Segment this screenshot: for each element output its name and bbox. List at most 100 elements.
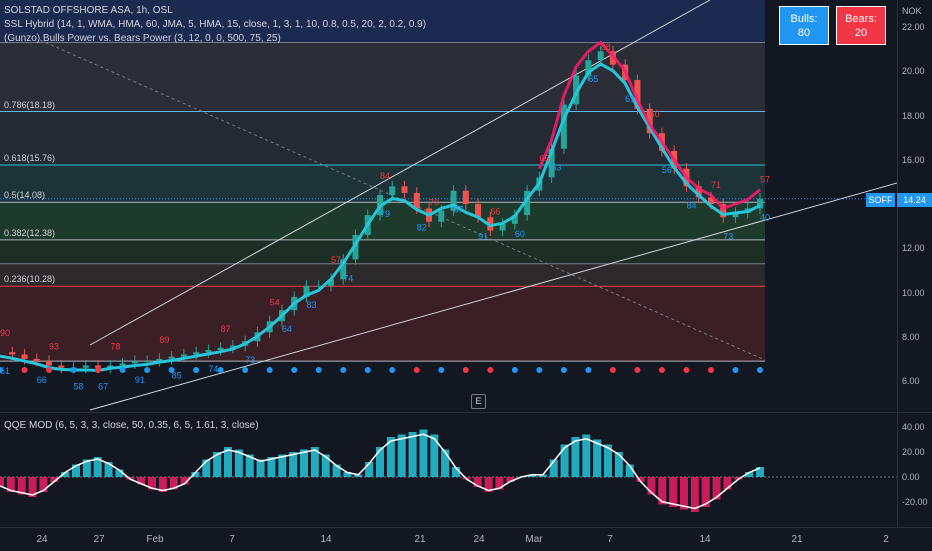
bears-power-label: 66 bbox=[490, 207, 500, 217]
chart-title[interactable]: SOLSTAD OFFSHORE ASA, 1h, OSL bbox=[4, 5, 173, 16]
bull-marker bbox=[438, 367, 445, 373]
bull-marker bbox=[217, 367, 224, 373]
qqe-canvas[interactable] bbox=[0, 413, 897, 527]
bulls-power-label: 61 bbox=[625, 94, 635, 104]
candle-body bbox=[573, 75, 580, 105]
bears-value: 20 bbox=[854, 27, 868, 39]
bull-marker bbox=[0, 367, 3, 373]
candle-body bbox=[524, 190, 531, 216]
price-chart-pane[interactable]: 51 66 58 67 91 85 74 73 64 83 74 79 82 87 91 60 63 65 61 56… bbox=[0, 0, 897, 412]
bulls-power-label: 58 bbox=[74, 382, 84, 392]
qqe-histogram-bar bbox=[452, 467, 460, 477]
time-tick: 24 bbox=[36, 534, 48, 545]
candle-body bbox=[46, 361, 53, 366]
bulls-power-label: 82 bbox=[417, 222, 427, 232]
qqe-histogram-bar bbox=[126, 477, 135, 480]
bears-power-label: 65 bbox=[539, 153, 549, 163]
candle-body bbox=[438, 210, 445, 222]
bulls-power-label: 87 bbox=[454, 205, 464, 215]
qqe-histogram-bar bbox=[636, 477, 645, 482]
qqe-histogram-bar bbox=[61, 472, 70, 477]
qqe-histogram-bar bbox=[0, 477, 4, 487]
oscillator-scale[interactable]: 40.00 20.00 0.00 -20.00 bbox=[897, 413, 932, 527]
bears-power-label: 89 bbox=[159, 335, 169, 345]
bulls-power-label: 73 bbox=[723, 231, 733, 241]
qqe-histogram-bar bbox=[549, 459, 558, 477]
qqe-histogram-bar bbox=[419, 429, 428, 477]
price-tick: 12.00 bbox=[902, 243, 925, 254]
candle-body bbox=[757, 198, 763, 209]
indicator-bulls-bears-power[interactable]: (Gunzo) Bulls Power vs. Bears Power (3, … bbox=[4, 33, 281, 44]
pane-separator[interactable] bbox=[0, 412, 932, 413]
time-tick: Feb bbox=[146, 534, 164, 545]
bull-marker bbox=[144, 367, 151, 373]
qqe-histogram-bar bbox=[506, 477, 515, 482]
channel-upper-trendline bbox=[89, 0, 711, 346]
oscillator-tick: -20.00 bbox=[902, 497, 928, 507]
qqe-histogram-bar bbox=[39, 477, 48, 492]
bear-marker bbox=[658, 367, 665, 373]
oscillator-pane[interactable]: QQE MOD (6, 5, 3, 3, close, 50, 0.35, 6,… bbox=[0, 413, 897, 527]
bull-marker bbox=[364, 367, 371, 373]
oscillator-tick: 0.00 bbox=[902, 472, 920, 482]
candle-body bbox=[511, 215, 518, 224]
bull-marker bbox=[315, 367, 322, 373]
bulls-power-label: 85 bbox=[172, 371, 182, 381]
qqe-histogram-bar bbox=[202, 459, 211, 477]
qqe-histogram-bar bbox=[376, 447, 384, 477]
qqe-histogram-bar bbox=[582, 434, 591, 477]
indicator-ssl-hybrid[interactable]: SSL Hybrid (14, 1, WMA, HMA, 60, JMA, 5,… bbox=[4, 19, 427, 30]
qqe-histogram-bar bbox=[397, 434, 406, 477]
bear-marker bbox=[609, 367, 616, 373]
price-tick: 8.00 bbox=[902, 331, 920, 342]
price-tick: 10.00 bbox=[902, 287, 925, 298]
qqe-histogram-bar bbox=[332, 464, 341, 477]
qqe-histogram-bar bbox=[224, 447, 232, 477]
time-axis[interactable]: 24 27 Feb 7 14 21 24 Mar 7 14 21 2 bbox=[0, 527, 932, 551]
qqe-histogram-bar bbox=[712, 477, 721, 500]
qqe-histogram-bar bbox=[614, 452, 623, 477]
last-price-label: 14.24 bbox=[897, 193, 932, 207]
candle-body bbox=[205, 350, 212, 353]
bulls-power-label: 56 bbox=[662, 165, 672, 175]
candle-body bbox=[9, 352, 16, 355]
bulls-label: Bulls: bbox=[790, 13, 818, 25]
candle-body bbox=[315, 285, 322, 287]
fib-level-label: 0.382(12.38) bbox=[4, 227, 56, 238]
qqe-histogram-bar bbox=[734, 477, 743, 480]
qqe-histogram-bar bbox=[658, 477, 667, 505]
bulls-power-label: 74 bbox=[208, 364, 218, 374]
qqe-histogram-bar bbox=[289, 452, 298, 477]
candle-body bbox=[560, 104, 567, 149]
candle-body bbox=[144, 361, 151, 363]
qqe-histogram-bar bbox=[680, 477, 688, 510]
qqe-line bbox=[0, 433, 761, 510]
qqe-histogram-bar bbox=[343, 472, 352, 477]
fib-level-label: 0.618(15.76) bbox=[4, 153, 56, 164]
candle-body bbox=[462, 190, 469, 204]
fib-band bbox=[0, 111, 765, 166]
qqe-histogram-bar bbox=[430, 434, 439, 477]
candle-body bbox=[95, 365, 102, 368]
bulls-power-label: 79 bbox=[380, 209, 390, 219]
bears-power-label: 84 bbox=[380, 171, 390, 181]
fib-level-label: 0.786(18.18) bbox=[4, 99, 56, 110]
qqe-histogram-bar bbox=[169, 477, 178, 490]
bull-marker bbox=[119, 367, 126, 373]
bull-marker bbox=[70, 367, 77, 373]
bulls-power-label: 60 bbox=[515, 229, 525, 239]
indicator-qqe-mod[interactable]: QQE MOD (6, 5, 3, 3, close, 50, 0.35, 6,… bbox=[4, 420, 259, 431]
bear-marker bbox=[462, 367, 469, 373]
bull-marker bbox=[560, 367, 567, 373]
fib-band bbox=[0, 42, 765, 112]
candle-body bbox=[327, 279, 334, 286]
bulls-power-label: 74 bbox=[343, 273, 353, 283]
fib-band bbox=[0, 239, 765, 264]
bulls-value: 80 bbox=[797, 27, 811, 39]
time-tick: 14 bbox=[699, 534, 711, 545]
events-toggle-button[interactable]: E bbox=[471, 394, 486, 409]
qqe-histogram-bar bbox=[115, 469, 124, 477]
qqe-histogram-bar bbox=[137, 477, 146, 485]
qqe-histogram-bar bbox=[538, 474, 547, 477]
